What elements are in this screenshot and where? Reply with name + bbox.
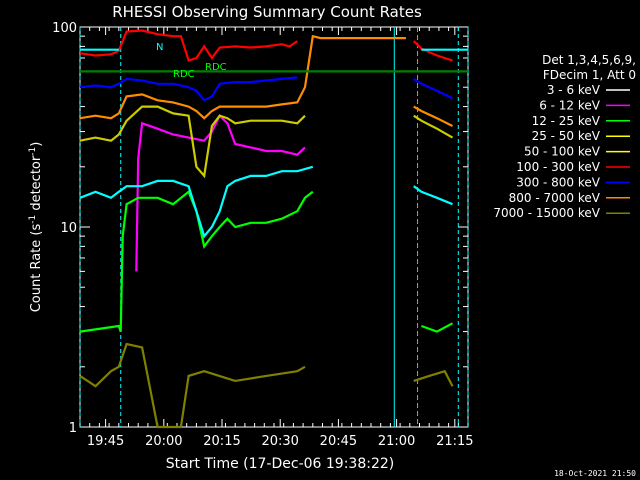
rdc-label-1: RDC — [205, 62, 227, 73]
legend-label: 12 - 25 keV — [532, 114, 601, 128]
y-axis-label: Count Rate (s-1 detector-1) — [28, 142, 44, 313]
x-axis-label: Start Time (17-Dec-06 19:38:22) — [166, 456, 394, 472]
series-line — [413, 369, 454, 387]
series-line — [421, 322, 454, 333]
x-tick-label: 19:45 — [87, 434, 124, 449]
series-line — [79, 342, 306, 429]
series-line — [79, 29, 298, 62]
y-axis-label-sup: -1 — [28, 215, 38, 224]
series-line — [413, 114, 454, 139]
n-label: N — [156, 42, 163, 53]
interval-markers — [79, 27, 469, 427]
series-line — [413, 77, 453, 100]
y-tick-label: 10 — [60, 221, 77, 236]
series-line — [413, 185, 453, 206]
x-tick-label: 20:30 — [261, 434, 298, 449]
y-tick-label: 100 — [52, 21, 77, 36]
x-tick-label: 21:15 — [436, 434, 473, 449]
series-line — [412, 40, 453, 62]
timestamp: 18-Oct-2021 21:50 — [554, 469, 636, 478]
series-group — [79, 29, 468, 429]
x-ticks: 19:45 20:00 20:15 20:30 20:45 21:00 21:15 — [79, 27, 474, 449]
x-tick-label: 20:00 — [145, 434, 182, 449]
legend-label: 300 - 800 keV — [516, 175, 600, 189]
legend-label: 800 - 7000 keV — [509, 191, 601, 205]
legend-label: 25 - 50 keV — [532, 129, 601, 143]
series-line — [79, 34, 406, 120]
series-line — [79, 190, 314, 333]
x-tick-label: 20:45 — [320, 434, 357, 449]
series-line — [413, 105, 453, 127]
series-line — [79, 165, 314, 239]
plot-frame — [79, 26, 469, 428]
legend-label: 100 - 300 keV — [516, 160, 600, 174]
series-line — [135, 113, 306, 272]
y-ticks: 1 10 100 — [52, 21, 468, 436]
series-line — [118, 93, 306, 327]
x-tick-label: 20:15 — [203, 434, 240, 449]
x-tick-label: 21:00 — [378, 434, 415, 449]
y-tick-label: 1 — [69, 421, 77, 436]
chart-title: RHESSI Observing Summary Count Rates — [112, 3, 422, 21]
rdc-label-2: RDC — [173, 69, 195, 80]
series-line — [79, 105, 306, 179]
legend-header-1: Det 1,3,4,5,6,9, — [542, 53, 636, 67]
legend-label: 6 - 12 keV — [539, 98, 601, 112]
legend-label: 3 - 6 keV — [547, 83, 601, 97]
legend-label: 7000 - 15000 keV — [493, 206, 600, 220]
series-line — [79, 76, 298, 102]
legend-label: 50 - 100 keV — [524, 145, 601, 159]
legend-header-2: FDecim 1, Att 0 — [543, 68, 636, 82]
